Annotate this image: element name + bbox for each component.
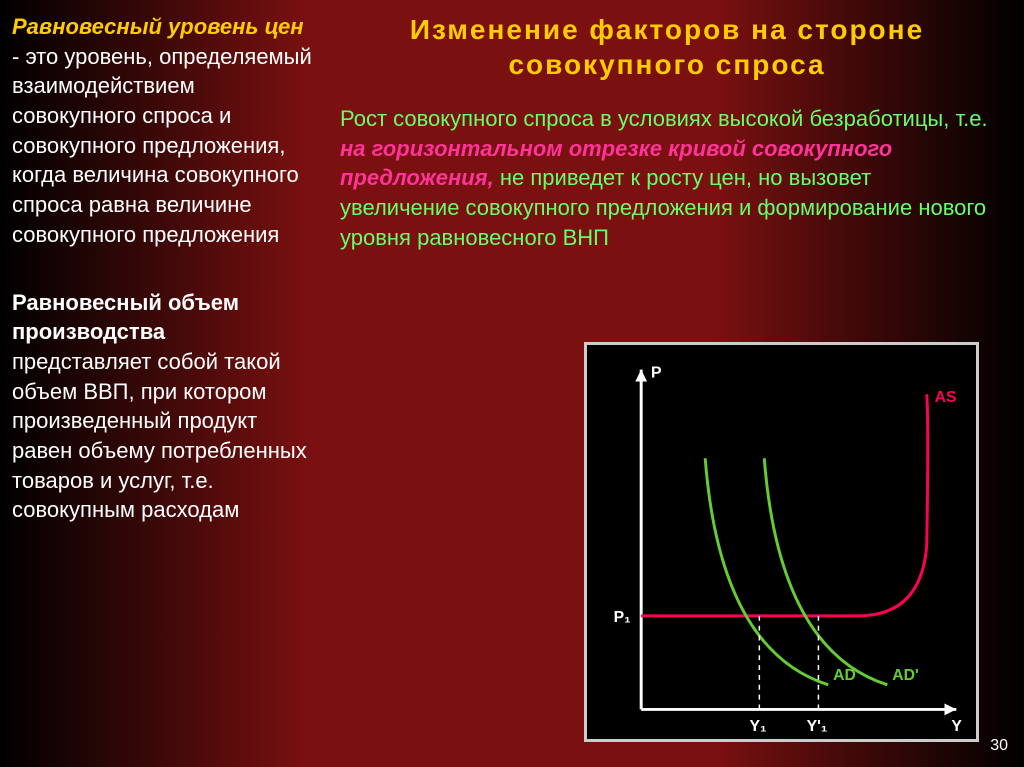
term1-title: Равновесный уровень цен (12, 14, 303, 39)
svg-text:P₁: P₁ (614, 609, 631, 626)
svg-text:P: P (651, 365, 662, 382)
svg-text:AS: AS (935, 389, 957, 406)
term1-block: Равновесный уровень цен - это уровень, о… (12, 12, 312, 250)
svg-text:Y'₁: Y'₁ (807, 718, 828, 735)
svg-text:Y₁: Y₁ (749, 718, 766, 735)
p-sep: т.е. (949, 106, 987, 131)
term1-body: - это уровень, определяемый взаимодейств… (12, 44, 312, 247)
chart-svg: P Y P₁ Y₁ Y'₁ AD AD' AS (587, 345, 976, 739)
svg-text:AD': AD' (892, 667, 919, 684)
main-title: Изменение факторов на стороне совокупног… (340, 12, 994, 82)
term2-title: Равновесный объем производства (12, 288, 312, 347)
left-column: Равновесный уровень цен - это уровень, о… (0, 0, 330, 767)
right-column: Изменение факторов на стороне совокупног… (330, 0, 1024, 767)
description-paragraph: Рост совокупного спроса в условиях высок… (340, 104, 994, 252)
chart-container: P Y P₁ Y₁ Y'₁ AD AD' AS (584, 342, 979, 742)
p-part1: Рост совокупного спроса в условиях высок… (340, 106, 949, 131)
page-number: 30 (990, 737, 1008, 755)
term2-body: представляет собой такой объем ВВП, при … (12, 349, 307, 522)
svg-text:AD: AD (833, 667, 856, 684)
term2-block: Равновесный объем производства представл… (12, 288, 312, 526)
svg-text:Y: Y (951, 718, 962, 735)
